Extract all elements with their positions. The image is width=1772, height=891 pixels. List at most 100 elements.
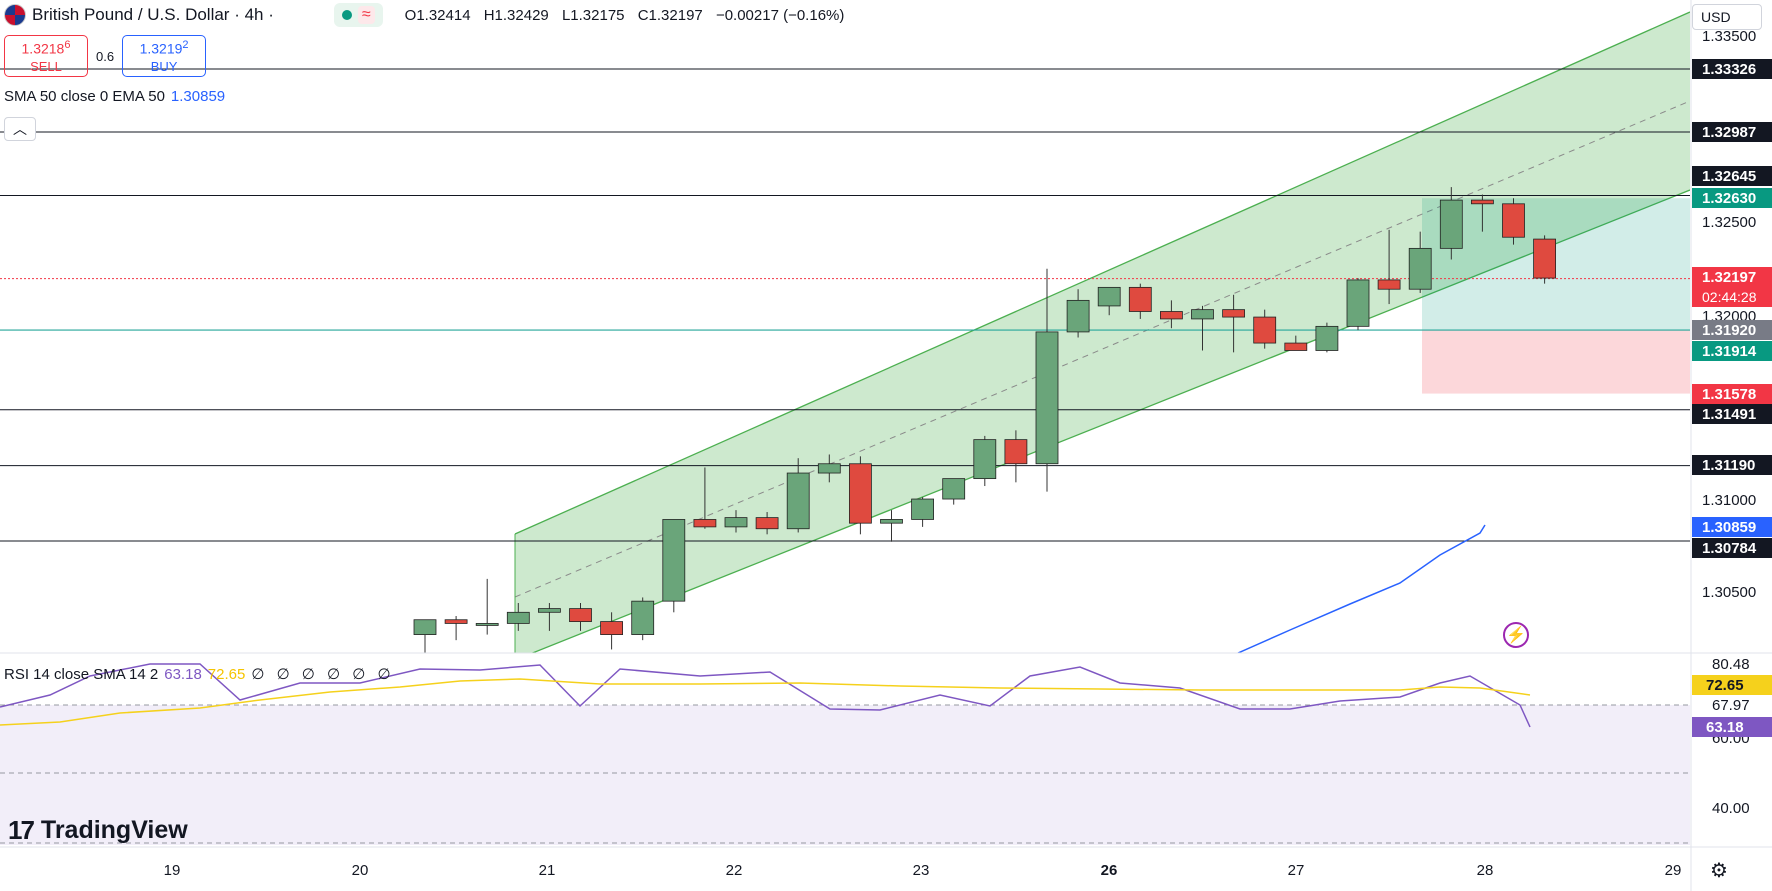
candle-up (911, 498, 934, 520)
tradingview-logo-icon: 17 (8, 815, 35, 845)
gear-icon[interactable]: ⚙ (1710, 860, 1728, 882)
indicator-label: SMA 50 close 0 EMA 50 (4, 88, 165, 105)
candle-up (1408, 247, 1432, 290)
price-tag-label: 1.30859 (1702, 519, 1756, 536)
price-tick-label: 1.33500 (1702, 28, 1756, 45)
candle-up (786, 472, 810, 530)
rsi-empty-values: ∅ ∅ ∅ ∅ ∅ ∅ (251, 666, 395, 683)
candle-down (1160, 311, 1183, 320)
price-tag (1692, 188, 1772, 208)
candle-up (1066, 299, 1090, 333)
position-loss-zone (1422, 330, 1690, 394)
price-tag (1692, 538, 1772, 558)
price-tag (1692, 59, 1772, 79)
candle-up (880, 519, 903, 524)
price-tag (1692, 122, 1772, 142)
price-tag (1692, 166, 1772, 186)
candle-up (724, 517, 748, 528)
price-tick-label: 1.31000 (1702, 492, 1756, 509)
sell-label: SELL (30, 58, 62, 74)
chevron-up-icon[interactable]: ︿ (4, 117, 36, 141)
channel-mid-line (514, 100, 1690, 598)
rsi-sma-line (0, 678, 1531, 726)
countdown-label: 02:44:28 (1702, 289, 1757, 305)
ema-line (1237, 524, 1486, 653)
bolt-icon[interactable]: ⚡ (1503, 622, 1529, 648)
candle-up (1035, 331, 1059, 465)
price-tag (1692, 384, 1772, 404)
position-profit-zone (1422, 198, 1690, 331)
price-tag (1692, 320, 1772, 340)
candle-down (1284, 342, 1308, 351)
market-status-pill[interactable]: ≈ (333, 3, 383, 27)
rsi-sma-tag (1692, 675, 1772, 695)
candle-up (1097, 286, 1121, 307)
price-tick-label: 1.30500 (1702, 584, 1756, 601)
candle-down (1471, 199, 1494, 205)
candle-up (1191, 309, 1214, 320)
candle-down (1502, 203, 1525, 238)
time-tick-label: 20 (352, 862, 369, 879)
rsi-line (0, 663, 1531, 728)
candle-down (1377, 279, 1401, 290)
candle-down (444, 619, 468, 624)
low-value: L1.32175 (561, 6, 625, 24)
sell-button[interactable]: 1.32186 SELL (4, 35, 88, 77)
brand-name: TradingView (40, 816, 188, 844)
rsi-tag (1692, 717, 1772, 737)
candle-up (413, 619, 437, 635)
rsi-tick-label: 80.48 (1712, 656, 1750, 673)
price-tag-label: 1.33326 (1702, 61, 1756, 78)
sell-price-sup: 6 (64, 39, 71, 52)
candle-up (1346, 279, 1370, 327)
price-tag-label: 1.30784 (1702, 540, 1757, 557)
price-tag (1692, 517, 1772, 537)
indicator-legend[interactable]: SMA 50 close 0 EMA 50 1.30859 (4, 88, 225, 105)
trade-panel: 1.32186 SELL 0.6 1.32192 BUY (4, 35, 207, 77)
spread-value: 0.6 (96, 48, 115, 64)
candle-down (755, 517, 779, 530)
channel-lower-line (530, 189, 1690, 653)
time-tick-label: 29 (1665, 862, 1682, 879)
rsi-value: 63.18 (164, 666, 202, 683)
candle-up (817, 463, 841, 474)
candle-down (693, 519, 717, 528)
time-tick-label: 23 (913, 862, 930, 879)
buy-price-sup: 2 (182, 39, 189, 52)
time-tick-label: 27 (1288, 862, 1305, 879)
open-value: O1.32414 (404, 6, 471, 24)
sell-price: 1.3218 (21, 40, 65, 57)
rsi-label: RSI 14 close SMA 14 2 (4, 666, 159, 683)
rsi-band (0, 705, 1690, 845)
candle-down (1253, 316, 1277, 344)
price-tag-label: 1.31920 (1702, 322, 1756, 339)
wave-icon: ≈ (357, 6, 375, 24)
candle-down (1533, 238, 1556, 279)
rsi-tick-label: 67.97 (1712, 697, 1750, 714)
ohlc-values: O1.32414 H1.32429 L1.32175 C1.32197 −0.0… (405, 7, 854, 24)
candle-up (631, 600, 655, 635)
buy-button[interactable]: 1.32192 BUY (122, 35, 207, 77)
price-tag-label: 1.31491 (1702, 406, 1756, 423)
chart-header: British Pound / U.S. Dollar · 4h · ≈ O1.… (0, 0, 853, 30)
price-tag (1692, 455, 1772, 475)
time-tick-label: 21 (539, 862, 556, 879)
symbol-title[interactable]: British Pound / U.S. Dollar · 4h · (32, 5, 274, 24)
candle-up (942, 478, 966, 500)
price-tag-label: 1.31190 (1702, 457, 1755, 474)
candle-down (1128, 286, 1152, 312)
buy-price: 1.3219 (139, 40, 183, 57)
currency-selector[interactable]: USD (1692, 4, 1762, 30)
rsi-legend[interactable]: RSI 14 close SMA 14 2 63.18 72.65 ∅ ∅ ∅ ∅ ∅… (4, 665, 395, 683)
candle-up (1315, 325, 1339, 351)
high-value: H1.32429 (483, 6, 549, 24)
market-open-dot (341, 10, 352, 20)
tradingview-logo[interactable]: 17 TradingView (8, 815, 188, 846)
flag-icon (4, 4, 26, 26)
buy-label: BUY (150, 58, 178, 74)
candle-up (1439, 199, 1463, 249)
candle-down (569, 608, 592, 622)
candle-up (973, 439, 997, 480)
price-tag-label: 1.32197 (1702, 269, 1756, 286)
